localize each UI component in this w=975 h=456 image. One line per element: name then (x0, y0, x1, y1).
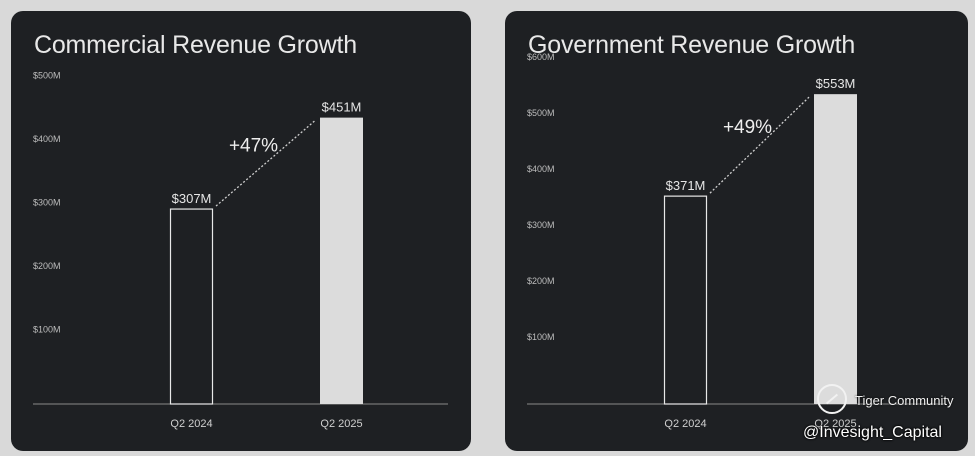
watermark-brand: Tiger Community (855, 393, 954, 408)
data-label: $307M (172, 191, 212, 206)
growth-connector-line (215, 120, 316, 207)
bar (814, 94, 857, 404)
y-tick-label: $400M (527, 164, 555, 174)
bar (663, 195, 708, 405)
commercial-chart-panel: Commercial Revenue Growth $100M $200M $300… (11, 11, 471, 451)
x-tick-label: Q2 2024 (170, 418, 212, 430)
y-tick-label: $400M (33, 134, 61, 144)
commercial-chart: $100M $200M $300M $400M $500M $307M Q2 2024 $45… (33, 71, 448, 430)
data-label: $451M (322, 100, 362, 115)
tiger-logo-icon (817, 384, 847, 414)
growth-connector-line (709, 96, 810, 194)
watermark-handle: @Invesight_Capital (803, 424, 942, 441)
x-tick-label: Q2 2025 (814, 418, 856, 430)
y-tick-label: $100M (33, 325, 61, 335)
chart-title: Government Revenue Growth (528, 31, 856, 59)
y-tick-label: $100M (527, 332, 555, 342)
y-tick-label: $300M (33, 198, 61, 208)
watermark: Tiger Community @Invesight_Capital (803, 384, 975, 448)
growth-label: +49% (723, 117, 772, 138)
x-tick-label: Q2 2025 (320, 418, 362, 430)
growth-label: +47% (229, 135, 278, 156)
y-tick-label: $200M (527, 276, 555, 286)
y-tick-label: $200M (33, 261, 61, 271)
data-label: $371M (666, 178, 706, 193)
bar (169, 208, 214, 405)
y-tick-label: $600M (527, 52, 555, 62)
government-chart: $100M $200M $300M $400M $500M $600M $371M Q2 20… (527, 52, 946, 430)
y-tick-label: $300M (527, 220, 555, 230)
chart-title: Commercial Revenue Growth (34, 31, 357, 59)
data-label: $553M (816, 76, 856, 91)
y-tick-label: $500M (33, 71, 61, 81)
government-chart-panel: Government Revenue Growth $100M $200M $300… (505, 11, 968, 451)
x-tick-label: Q2 2024 (664, 418, 706, 430)
y-tick-label: $500M (527, 108, 555, 118)
bar (320, 117, 363, 405)
